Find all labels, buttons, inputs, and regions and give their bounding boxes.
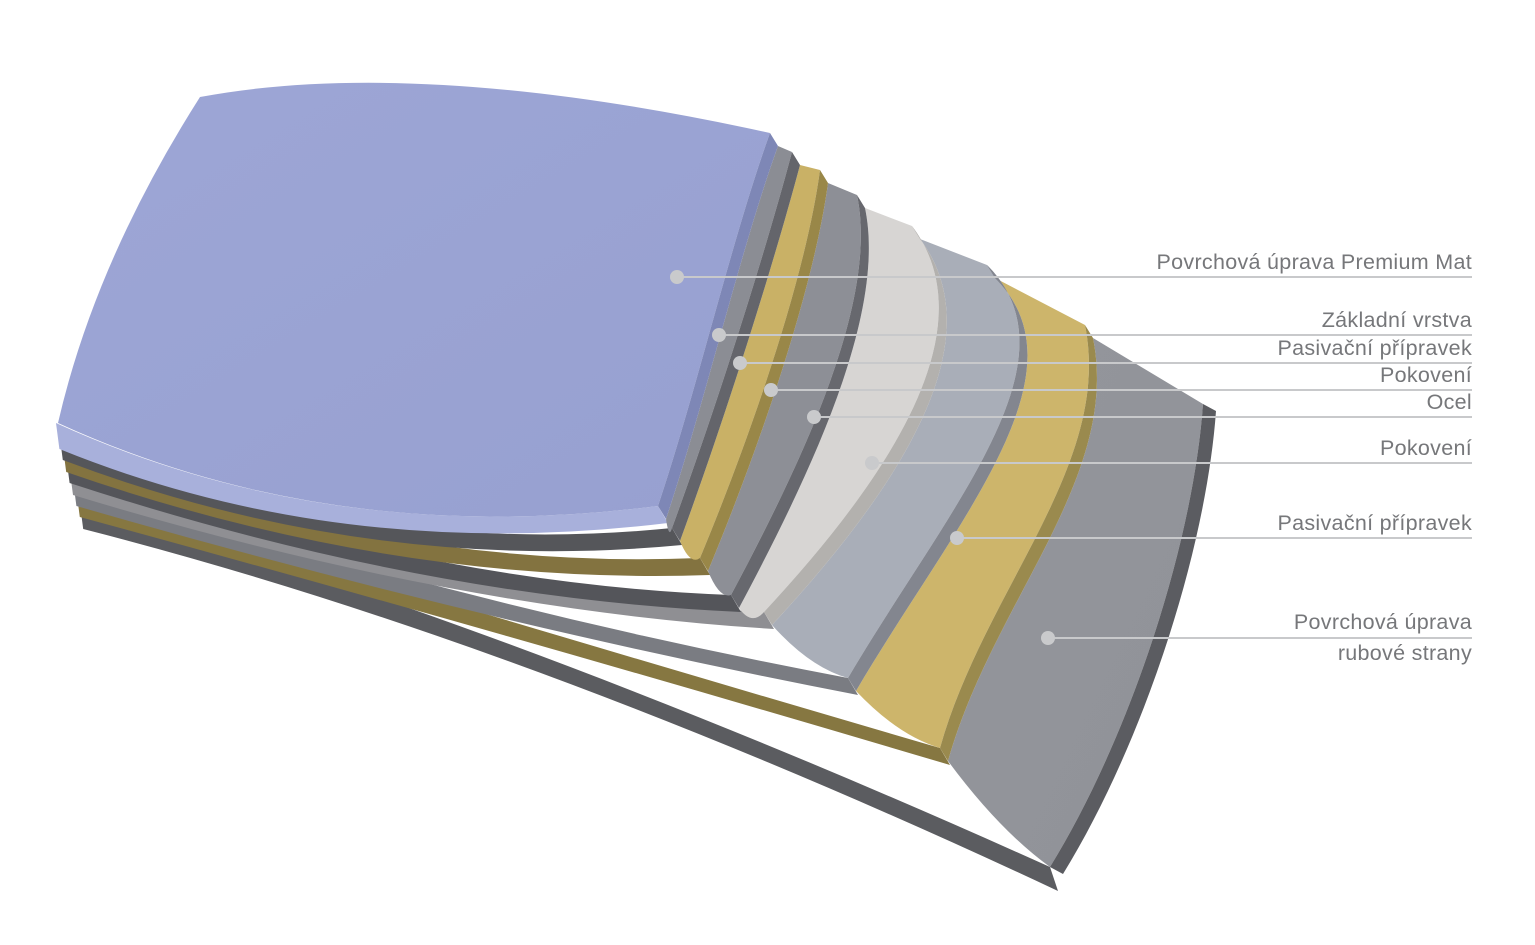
layer-strip-ocel (739, 208, 939, 619)
label-pokoveni-lic: Pokovení (1380, 363, 1472, 387)
layer-strip-povrchova-uprava-premium-mat (58, 82, 770, 517)
layer-front-pokoveni-lic (66, 457, 741, 612)
layer-side-zakladni-vrstva (672, 152, 800, 541)
layer-side-pasivacni-pripravek-lic (700, 170, 828, 571)
layer-side-povrchova-uprava-rubove-strany (1050, 404, 1216, 874)
label-pokoveni-rub: Pokovení (1380, 436, 1472, 460)
layer-strip-pasivacni-pripravek-rub (856, 278, 1089, 748)
callout-dot-ocel (807, 410, 821, 424)
callout-dot-pasivacni-pripravek-lic (733, 356, 747, 370)
label-pasivacni-pripravek-lic: Pasivační přípravek (1277, 336, 1472, 360)
callout-dot-pokoveni-lic (764, 383, 778, 397)
layer-side-ocel (764, 226, 947, 625)
label-povrchova-uprava-rubove-strany-line1: Povrchová úprava (1294, 610, 1472, 634)
layer-front-povrchova-uprava-premium-mat (56, 423, 668, 534)
layer-front-ocel (69, 469, 775, 629)
callout-dot-povrchova-uprava-rubove-strany (1041, 631, 1055, 645)
layer-front-zakladni-vrstva (59, 434, 682, 552)
layer-front-pokoveni-rub (73, 480, 858, 695)
layer-strip-zakladni-vrstva (666, 146, 792, 533)
callout-dot-pokoveni-rub (865, 456, 879, 470)
label-zakladni-vrstva: Základní vrstva (1322, 308, 1472, 332)
callout-dot-pasivacni-pripravek-rub (950, 531, 964, 545)
layer-side-pasivacni-pripravek-rub (940, 325, 1097, 761)
layer-strip-pokoveni-rub (772, 239, 1020, 678)
label-ocel: Ocel (1427, 390, 1472, 414)
label-povrchova-uprava-premium-mat: Povrchová úprava Premium Mat (1157, 250, 1473, 274)
label-pasivacni-pripravek-rub: Pasivační přípravek (1277, 511, 1472, 535)
layer-strip-povrchova-uprava-rubove-strany (948, 338, 1203, 867)
layer-front-pasivacni-pripravek-lic (62, 446, 711, 576)
callout-dot-zakladni-vrstva (712, 328, 726, 342)
callout-dot-povrchova-uprava-premium-mat (670, 270, 684, 284)
label-povrchova-uprava-rubove-strany-line2: rubové strany (1338, 641, 1472, 665)
layer-side-pokoveni-rub (848, 265, 1028, 691)
layer-side-povrchova-uprava-premium-mat (658, 133, 778, 519)
